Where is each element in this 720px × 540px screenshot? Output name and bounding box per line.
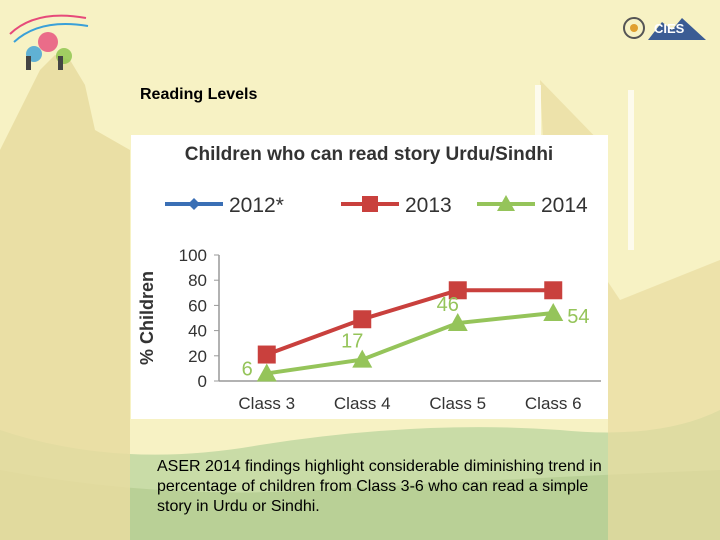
y-tick-label: 60 [188, 296, 207, 315]
y-tick-label: 0 [198, 372, 207, 391]
legend-label: 2014 [541, 194, 588, 217]
slide-heading: Reading Levels [140, 86, 258, 103]
cies-logo [623, 17, 706, 40]
chart-panel: Children who can read story Urdu/Sindhi 2… [131, 135, 608, 419]
y-tick-label: 20 [188, 347, 207, 366]
series-line-2013 [266, 288, 554, 357]
data-point-2014-1 [352, 349, 373, 368]
x-tick-label: Class 5 [429, 394, 486, 413]
data-point-2013-2 [448, 281, 467, 300]
data-label-2014-0: 6 [242, 358, 253, 380]
legend-marker-diamond [188, 198, 200, 210]
data-point-2013-0 [257, 345, 276, 364]
y-tick-label: 40 [188, 322, 207, 341]
data-point-2013-3 [544, 281, 563, 300]
data-point-2014-3 [543, 302, 564, 321]
data-point-2013-1 [353, 310, 372, 329]
data-point-2014-2 [447, 313, 468, 332]
x-tick-label: Class 4 [334, 394, 391, 413]
data-label-2014-2: 46 [437, 294, 459, 316]
data-point-2014-0 [256, 363, 277, 382]
y-tick-label: 80 [188, 271, 207, 290]
legend-marker-triangle [497, 195, 515, 211]
data-label-2014-3: 54 [567, 306, 589, 328]
left-logo-illustration [9, 14, 89, 70]
cies-logo-text: CIES [654, 21, 685, 36]
reading-levels-chart: Children who can read story Urdu/Sindhi 2… [137, 144, 601, 413]
legend-label: 2013 [405, 194, 452, 217]
x-tick-label: Class 3 [238, 394, 295, 413]
slide-caption: ASER 2014 findings highlight considerabl… [157, 458, 602, 515]
y-axis-label: % Children [137, 271, 157, 365]
chart-title: Children who can read story Urdu/Sindhi [185, 144, 553, 165]
legend-label: 2012* [229, 194, 284, 217]
x-tick-label: Class 6 [525, 394, 582, 413]
y-tick-label: 100 [179, 246, 207, 265]
data-label-2014-1: 17 [341, 331, 363, 353]
legend-marker-square [362, 196, 378, 212]
series-line-2014 [266, 310, 554, 376]
